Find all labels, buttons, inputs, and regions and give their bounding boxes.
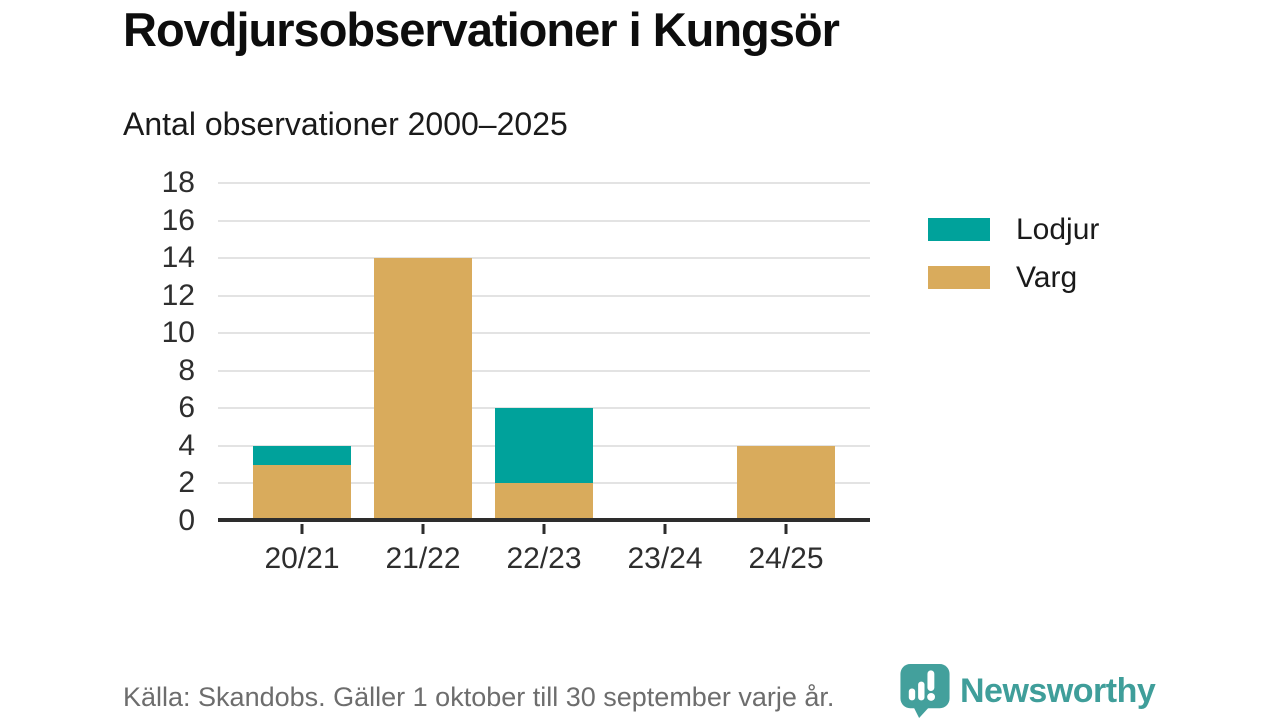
- gridline: [218, 294, 870, 297]
- y-tick-label: 2: [178, 466, 195, 500]
- gridline: [218, 369, 870, 372]
- legend-label: Varg: [1016, 261, 1078, 294]
- x-tick-label: 22/23: [506, 542, 582, 575]
- y-axis: 0 2 4 6 8 10 12 14 16 18: [100, 168, 195, 536]
- x-tick-label: 21/22: [385, 542, 461, 575]
- page-title: Rovdjursobservationer i Kungsör: [123, 3, 840, 56]
- bar-segment-varg-20/21: [253, 464, 351, 521]
- bar-stack-22/23: [495, 183, 593, 521]
- bar-stack-21/22: [374, 183, 472, 521]
- source-note: Källa: Skandobs. Gäller 1 oktober till 3…: [123, 682, 835, 712]
- y-tick-label: 12: [161, 278, 195, 312]
- legend-swatch-lodjur: [928, 218, 990, 241]
- y-tick-label: 8: [178, 353, 195, 387]
- legend-swatch-varg: [928, 266, 990, 289]
- y-tick-label: 4: [178, 428, 195, 462]
- legend-item-lodjur: Lodjur: [928, 212, 1099, 247]
- y-tick-label: 18: [161, 166, 195, 199]
- chart-subtitle: Antal observationer 2000–2025: [123, 106, 568, 142]
- gridline: [218, 332, 870, 335]
- bar-stack-23/24: [616, 183, 714, 521]
- y-tick-label: 14: [161, 241, 195, 275]
- plot-area: [218, 182, 870, 522]
- legend-label: Lodjur: [1016, 213, 1100, 246]
- legend: Lodjur Varg: [928, 212, 1099, 308]
- newsworthy-speech-bubble-bar-chart-icon: [900, 664, 950, 719]
- x-tick-label: 24/25: [748, 542, 824, 575]
- gridline: [218, 182, 870, 184]
- x-tick-mark: [300, 524, 304, 534]
- bar-segment-lodjur-22/23: [495, 408, 593, 484]
- x-axis: 20/21 21/22 22/23 23/24 24/25: [218, 524, 870, 594]
- x-tick-label: 20/21: [264, 542, 340, 575]
- x-tick-mark: [542, 524, 546, 534]
- bar-segment-varg-24/25: [737, 445, 835, 521]
- gridline: [218, 257, 870, 260]
- bar-stack-24/25: [737, 183, 835, 521]
- y-tick-label: 10: [161, 316, 195, 350]
- bar-segment-varg-22/23: [495, 483, 593, 521]
- x-tick-mark: [663, 524, 667, 534]
- gridline: [218, 219, 870, 222]
- y-tick-label: 0: [178, 504, 195, 537]
- y-tick-label: 6: [178, 391, 195, 425]
- bar-segment-varg-21/22: [374, 258, 472, 521]
- x-tick-label: 23/24: [627, 542, 703, 575]
- newsworthy-wordmark: Newsworthy: [960, 672, 1156, 710]
- x-tick-mark: [784, 524, 788, 534]
- y-tick-label: 16: [161, 203, 195, 237]
- x-axis-baseline: [218, 518, 870, 522]
- legend-item-varg: Varg: [928, 260, 1099, 295]
- bar-stack-20/21: [253, 183, 351, 521]
- newsworthy-logo: Newsworthy: [899, 664, 1156, 719]
- x-tick-mark: [421, 524, 425, 534]
- bar-segment-lodjur-20/21: [253, 445, 351, 465]
